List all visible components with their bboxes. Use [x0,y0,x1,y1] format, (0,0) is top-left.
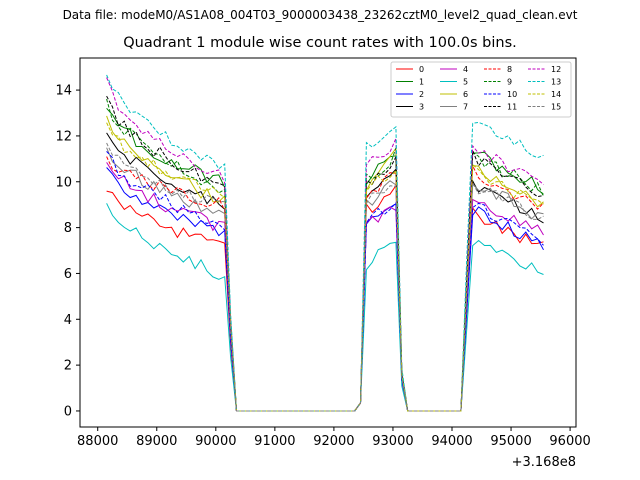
series-line-12 [106,77,544,412]
legend-label-9: 9 [507,78,512,87]
series-line-0 [106,184,544,412]
legend-label-7: 7 [463,103,468,112]
series-line-4 [106,162,544,412]
series-line-13 [106,74,544,412]
legend-box [390,61,572,118]
legend-label-11: 11 [507,103,517,112]
series-line-8 [106,156,544,412]
y-tick-label: 4 [64,313,72,328]
series-line-14 [106,122,544,412]
legend-label-1: 1 [419,78,424,87]
legend-label-0: 0 [419,65,424,74]
axes-frame [79,57,577,428]
series-line-11 [106,95,544,412]
x-tick-label: 88000 [77,434,118,449]
series-lines [106,74,544,412]
chart-title: Quadrant 1 module wise count rates with … [123,35,517,51]
legend-label-3: 3 [419,103,424,112]
x-tick-label: 96000 [549,434,590,449]
series-line-3 [106,132,544,412]
legend-label-4: 4 [463,65,468,74]
x-tick-label: 93000 [372,434,413,449]
y-tick-label: 14 [55,84,72,99]
series-line-7 [106,147,544,412]
legend-label-14: 14 [551,90,561,99]
legend-label-5: 5 [463,78,468,87]
y-tick-label: 6 [64,267,72,282]
axes-ticks: 88000 89000 90000 91000 92000 93000 94000 95000… [55,84,590,449]
series-line-15 [106,142,544,412]
legend-label-6: 6 [463,90,468,99]
x-tick-label: 95000 [490,434,531,449]
figure-suptitle: Data file: modeM0/AS1A08_004T03_90000034… [62,8,578,22]
series-line-1 [106,107,544,412]
x-tick-label: 89000 [136,434,177,449]
legend-label-10: 10 [507,90,517,99]
legend-label-8: 8 [507,65,512,74]
x-tick-label: 90000 [195,434,236,449]
legend-label-13: 13 [551,78,561,87]
x-offset-text: +3.168e8 [512,455,576,470]
y-tick-label: 12 [55,129,72,144]
y-tick-label: 8 [64,221,72,236]
series-line-5 [106,203,544,412]
y-tick-label: 0 [64,404,72,419]
x-tick-label: 91000 [254,434,295,449]
x-tick-label: 92000 [313,434,354,449]
x-tick-label: 94000 [431,434,472,449]
y-tick-label: 2 [64,359,72,374]
legend-label-12: 12 [551,65,561,74]
y-tick-label: 10 [55,175,72,190]
legend-label-2: 2 [419,90,424,99]
legend-label-15: 15 [551,103,561,112]
